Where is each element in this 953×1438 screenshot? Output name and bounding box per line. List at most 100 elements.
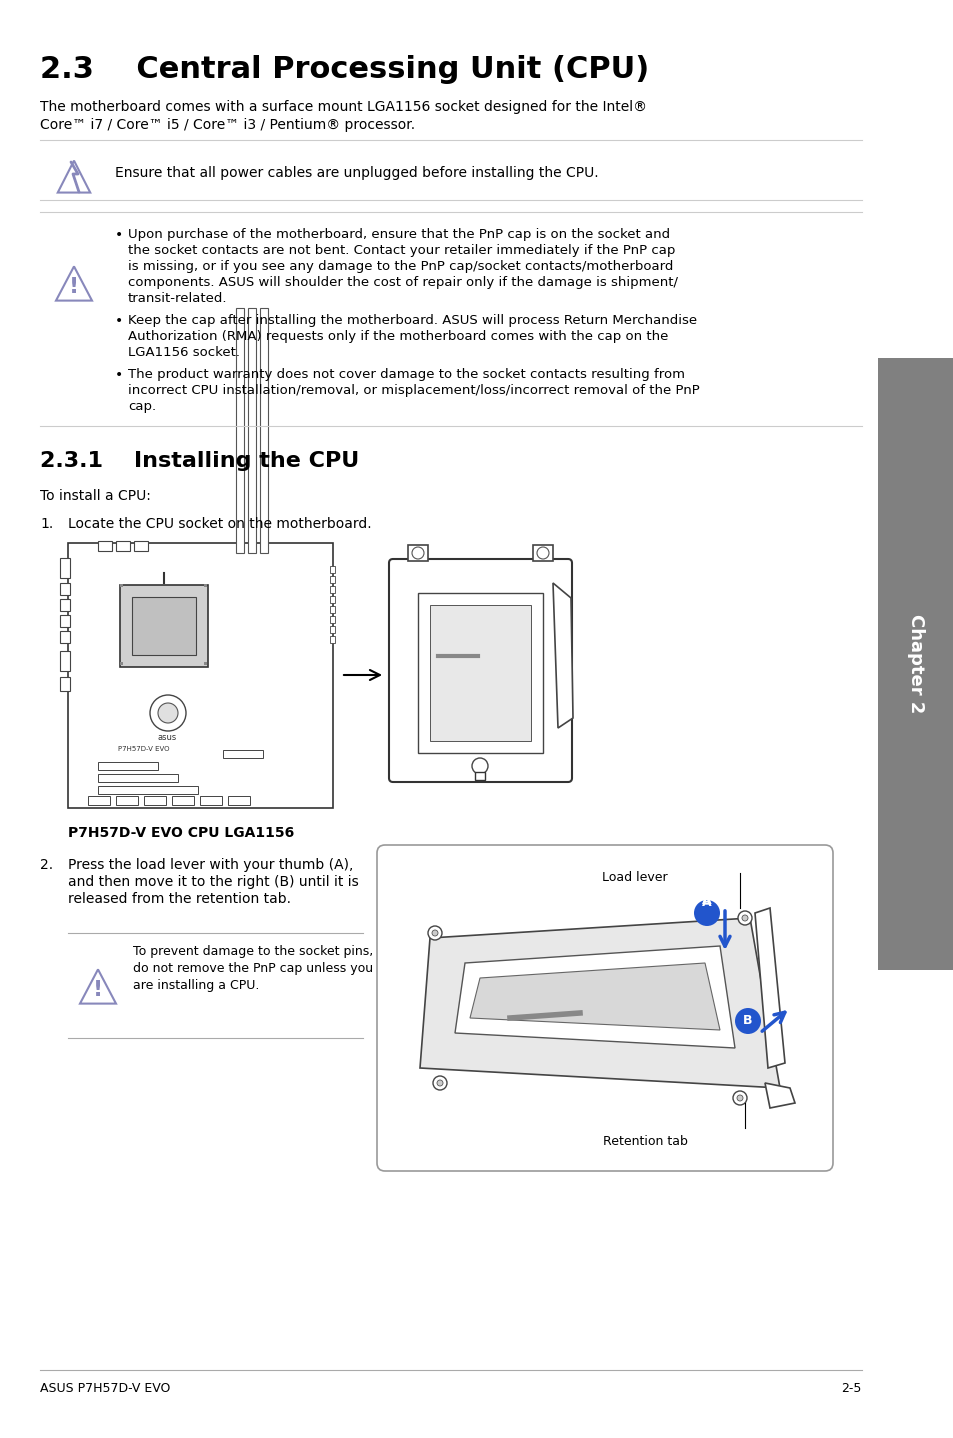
FancyBboxPatch shape — [475, 772, 484, 779]
FancyBboxPatch shape — [223, 751, 263, 758]
Text: 2.3.1    Installing the CPU: 2.3.1 Installing the CPU — [40, 452, 359, 472]
FancyBboxPatch shape — [330, 587, 335, 592]
Polygon shape — [455, 946, 734, 1048]
Circle shape — [734, 1008, 760, 1034]
Text: asus: asus — [158, 733, 177, 742]
Text: are installing a CPU.: are installing a CPU. — [132, 979, 259, 992]
FancyBboxPatch shape — [68, 544, 333, 808]
Text: A: A — [701, 896, 711, 909]
FancyBboxPatch shape — [120, 585, 208, 667]
FancyBboxPatch shape — [235, 308, 244, 554]
FancyBboxPatch shape — [144, 797, 166, 805]
FancyBboxPatch shape — [408, 545, 428, 561]
Text: The product warranty does not cover damage to the socket contacts resulting from: The product warranty does not cover dama… — [128, 368, 684, 381]
Circle shape — [158, 703, 178, 723]
Text: Locate the CPU socket on the motherboard.: Locate the CPU socket on the motherboard… — [68, 518, 372, 531]
FancyBboxPatch shape — [60, 631, 70, 643]
Text: cap.: cap. — [128, 400, 156, 413]
Circle shape — [472, 758, 488, 774]
Circle shape — [432, 930, 437, 936]
Circle shape — [737, 1094, 742, 1102]
Text: is missing, or if you see any damage to the PnP cap/socket contacts/motherboard: is missing, or if you see any damage to … — [128, 260, 673, 273]
Circle shape — [741, 915, 747, 920]
FancyBboxPatch shape — [228, 797, 250, 805]
Text: •: • — [115, 313, 123, 328]
FancyBboxPatch shape — [330, 567, 335, 572]
FancyBboxPatch shape — [60, 558, 70, 578]
FancyBboxPatch shape — [389, 559, 572, 782]
FancyBboxPatch shape — [248, 308, 255, 554]
Text: transit-related.: transit-related. — [128, 292, 227, 305]
Text: the socket contacts are not bent. Contact your retailer immediately if the PnP c: the socket contacts are not bent. Contac… — [128, 244, 675, 257]
Circle shape — [433, 1076, 447, 1090]
Text: P7H57D-V EVO CPU LGA1156: P7H57D-V EVO CPU LGA1156 — [68, 825, 294, 840]
FancyBboxPatch shape — [60, 651, 70, 672]
Text: Ensure that all power cables are unplugged before installing the CPU.: Ensure that all power cables are unplugg… — [115, 165, 598, 180]
Text: Core™ i7 / Core™ i5 / Core™ i3 / Pentium® processor.: Core™ i7 / Core™ i5 / Core™ i3 / Pentium… — [40, 118, 415, 132]
Text: released from the retention tab.: released from the retention tab. — [68, 892, 291, 906]
FancyBboxPatch shape — [430, 605, 531, 741]
Text: Load lever: Load lever — [601, 871, 667, 884]
Polygon shape — [764, 1083, 794, 1109]
FancyBboxPatch shape — [376, 846, 832, 1171]
FancyBboxPatch shape — [133, 541, 148, 551]
FancyBboxPatch shape — [60, 615, 70, 627]
Text: ASUS P7H57D-V EVO: ASUS P7H57D-V EVO — [40, 1382, 171, 1395]
FancyBboxPatch shape — [98, 774, 178, 782]
Text: 2.: 2. — [40, 858, 53, 871]
Text: and then move it to the right (B) until it is: and then move it to the right (B) until … — [68, 874, 358, 889]
Text: Retention tab: Retention tab — [602, 1135, 687, 1148]
Polygon shape — [470, 963, 720, 1030]
Text: B: B — [742, 1014, 752, 1028]
Circle shape — [412, 546, 423, 559]
FancyBboxPatch shape — [98, 541, 112, 551]
FancyBboxPatch shape — [533, 545, 553, 561]
FancyBboxPatch shape — [260, 308, 268, 554]
Polygon shape — [553, 582, 573, 728]
Text: A: A — [701, 893, 711, 906]
Text: LGA1156 socket.: LGA1156 socket. — [128, 347, 240, 360]
FancyBboxPatch shape — [88, 797, 110, 805]
FancyBboxPatch shape — [330, 615, 335, 623]
Text: Press the load lever with your thumb (A),: Press the load lever with your thumb (A)… — [68, 858, 353, 871]
Text: To prevent damage to the socket pins,: To prevent damage to the socket pins, — [132, 945, 373, 958]
Polygon shape — [419, 917, 780, 1089]
Circle shape — [436, 1080, 442, 1086]
Polygon shape — [754, 907, 784, 1068]
Polygon shape — [56, 266, 91, 301]
Text: 2.3    Central Processing Unit (CPU): 2.3 Central Processing Unit (CPU) — [40, 55, 649, 83]
FancyBboxPatch shape — [204, 661, 207, 664]
Circle shape — [537, 546, 548, 559]
FancyBboxPatch shape — [877, 358, 953, 971]
FancyBboxPatch shape — [330, 626, 335, 633]
Text: The motherboard comes with a surface mount LGA1156 socket designed for the Intel: The motherboard comes with a surface mou… — [40, 101, 646, 114]
FancyBboxPatch shape — [417, 592, 542, 754]
Text: To install a CPU:: To install a CPU: — [40, 489, 151, 503]
FancyBboxPatch shape — [60, 582, 70, 595]
Circle shape — [738, 912, 751, 925]
FancyBboxPatch shape — [132, 597, 195, 654]
Text: •: • — [115, 229, 123, 242]
Circle shape — [428, 926, 441, 940]
FancyBboxPatch shape — [330, 577, 335, 582]
FancyBboxPatch shape — [204, 584, 207, 587]
Text: do not remove the PnP cap unless you: do not remove the PnP cap unless you — [132, 962, 373, 975]
Text: components. ASUS will shoulder the cost of repair only if the damage is shipment: components. ASUS will shoulder the cost … — [128, 276, 678, 289]
FancyBboxPatch shape — [120, 584, 123, 587]
FancyBboxPatch shape — [172, 797, 193, 805]
FancyBboxPatch shape — [120, 661, 123, 664]
FancyBboxPatch shape — [200, 797, 222, 805]
Text: Chapter 2: Chapter 2 — [906, 614, 924, 713]
FancyBboxPatch shape — [60, 600, 70, 611]
Text: Keep the cap after installing the motherboard. ASUS will process Return Merchand: Keep the cap after installing the mother… — [128, 313, 697, 326]
Polygon shape — [80, 969, 116, 1004]
Text: 2-5: 2-5 — [841, 1382, 862, 1395]
Text: Upon purchase of the motherboard, ensure that the PnP cap is on the socket and: Upon purchase of the motherboard, ensure… — [128, 229, 669, 242]
Text: !: ! — [92, 981, 103, 1001]
Text: 1.: 1. — [40, 518, 53, 531]
Polygon shape — [58, 161, 91, 193]
Circle shape — [732, 1091, 746, 1104]
Circle shape — [150, 695, 186, 731]
Text: P7H57D-V EVO: P7H57D-V EVO — [118, 746, 170, 752]
FancyBboxPatch shape — [330, 605, 335, 613]
